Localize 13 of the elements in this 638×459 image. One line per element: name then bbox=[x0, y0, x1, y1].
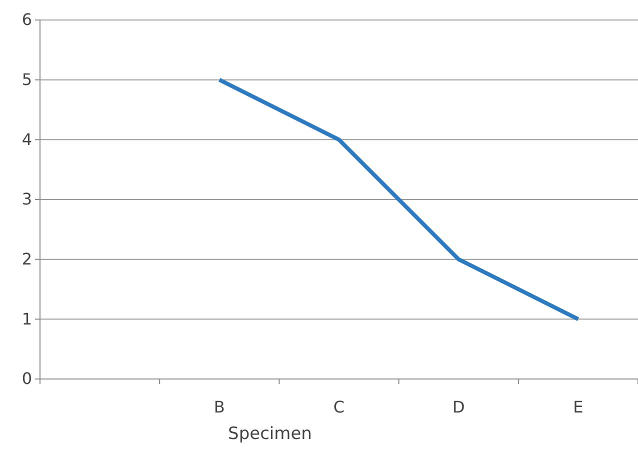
x-tick-label: E bbox=[573, 397, 584, 416]
y-tick-label: 3 bbox=[22, 190, 32, 209]
x-tick-label: D bbox=[452, 397, 465, 416]
y-tick-label: 4 bbox=[22, 130, 32, 149]
y-tick-label: 1 bbox=[22, 309, 32, 328]
y-tick-label: 2 bbox=[22, 249, 32, 268]
x-axis-title: Specimen bbox=[228, 424, 312, 444]
y-tick-label: 0 bbox=[22, 369, 32, 388]
line-series bbox=[217, 78, 580, 322]
y-tick-label: 6 bbox=[22, 10, 32, 30]
y-tick-label: 5 bbox=[22, 70, 32, 89]
x-tick-label: C bbox=[333, 397, 345, 416]
x-tick-label: B bbox=[214, 397, 225, 416]
